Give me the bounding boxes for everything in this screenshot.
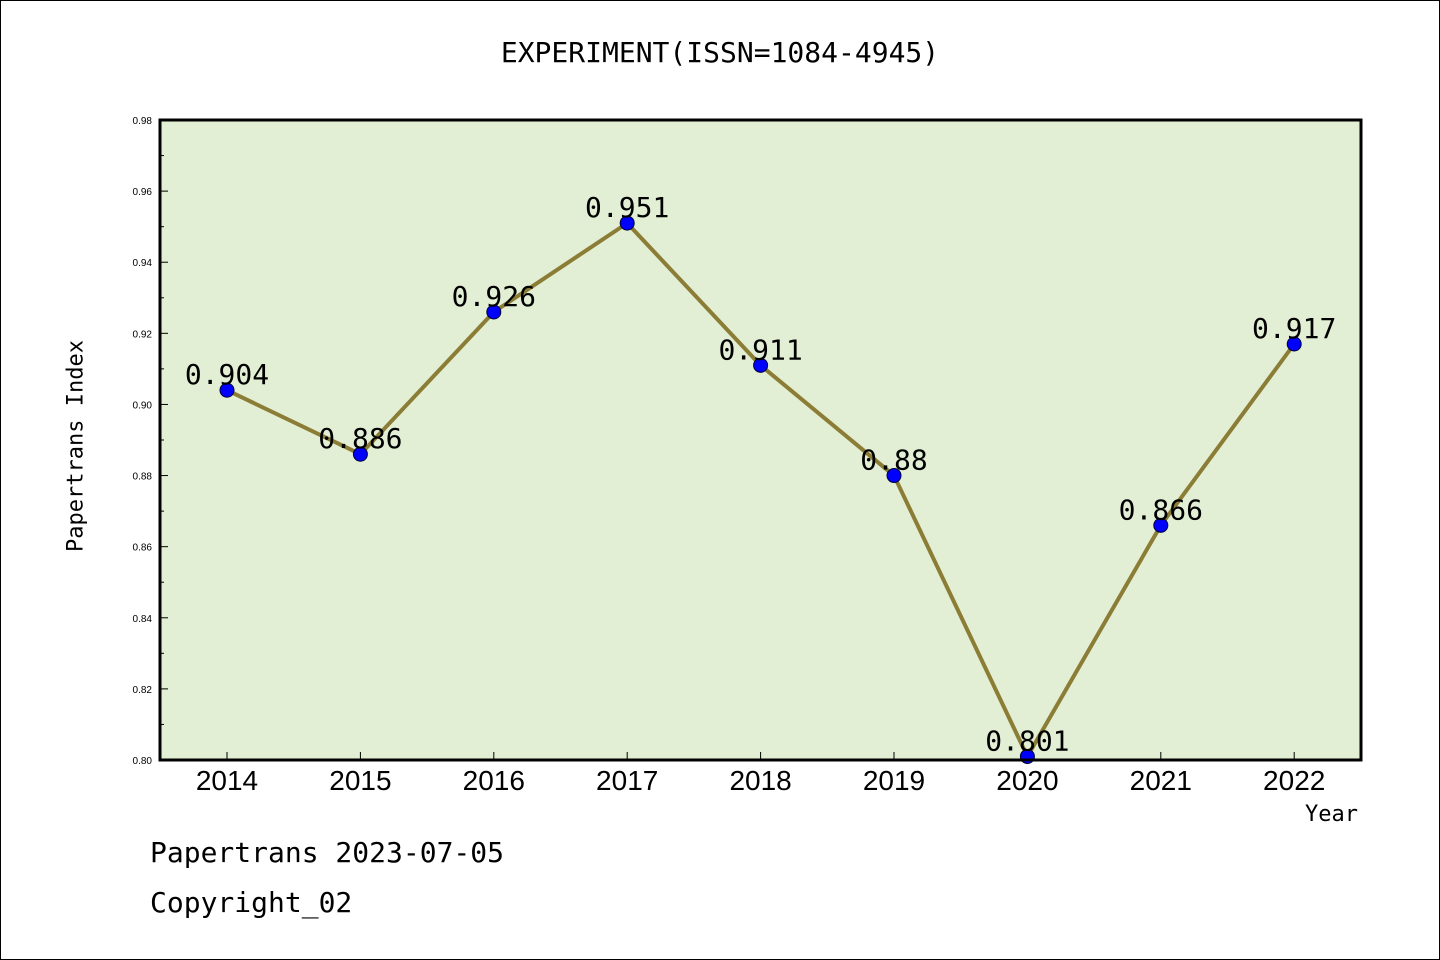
y-tick-label: 0.80 [133,756,153,767]
data-point [619,215,635,231]
data-point [1286,336,1302,352]
y-tick-label: 0.96 [133,187,153,198]
y-tick-label: 0.90 [133,400,153,411]
data-label: 0.904 [185,358,269,391]
data-point [886,468,902,484]
data-label: 0.911 [718,333,802,366]
x-tick-label: 2014 [196,765,258,796]
plot-border [158,118,1363,762]
data-label: 0.951 [585,191,669,224]
y-tick-label: 0.94 [133,258,153,269]
y-tick-label: 0.88 [133,472,153,483]
x-tick-label: 2018 [729,765,791,796]
footer-date-line: Papertrans 2023-07-05 [150,836,505,869]
chart-title: EXPERIMENT(ISSN=1084-4945) [500,36,940,69]
data-label: 0.886 [318,422,402,455]
y-tick-label: 0.92 [133,329,153,340]
x-tick-label: 2021 [1130,765,1192,796]
x-tick-label: 2016 [463,765,525,796]
x-tick-label: 2017 [596,765,658,796]
data-label: 0.88 [860,444,927,477]
data-point [486,304,502,320]
footer-copyright: Copyright_02 [150,886,353,919]
y-tick-label: 0.84 [133,614,153,625]
data-point [352,446,368,462]
x-tick-label: 2015 [329,765,391,796]
y-tick-label: 0.98 [133,116,153,127]
data-label: 0.866 [1119,493,1203,526]
data-point [1153,517,1169,533]
x-axis-ticks: 2014 2015 2016 2017 2018 2019 2020 2021 2022 [196,752,1325,796]
plot-area [160,120,1361,760]
x-tick-label: 2022 [1263,765,1325,796]
y-tick-label: 0.86 [133,543,153,554]
data-labels: 0.904 0.886 0.926 0.951 0.911 0.88 0.801 0.866 0… [185,191,1336,757]
x-tick-label: 2019 [863,765,925,796]
x-axis-label: Year [1305,802,1358,827]
y-tick-label: 0.82 [133,685,153,696]
data-label: 0.801 [985,724,1069,757]
data-point [219,382,235,398]
data-point [753,357,769,373]
x-tick-label: 2020 [996,765,1058,796]
data-label: 0.926 [452,280,536,313]
data-label: 0.917 [1252,312,1336,345]
